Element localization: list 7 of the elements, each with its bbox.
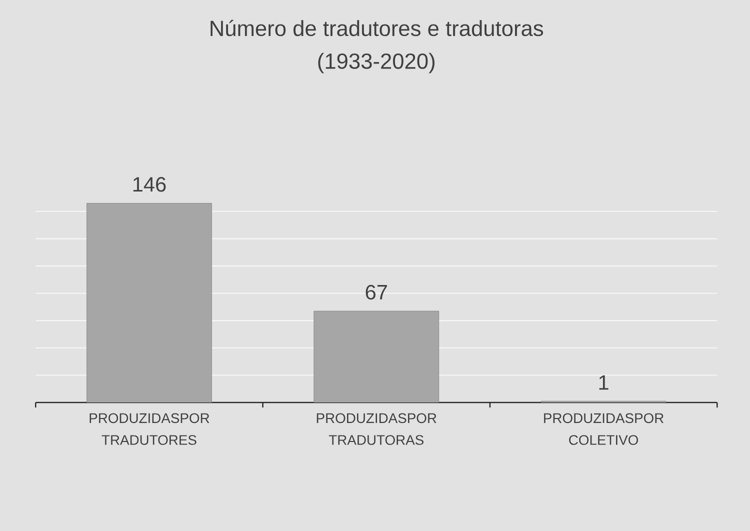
data-label: 146 bbox=[133, 176, 166, 192]
x-tick-label: PRODUZIDASPOR COLETIVO bbox=[544, 413, 664, 445]
data-label: 1 bbox=[599, 375, 608, 390]
x-tick-label: PRODUZIDASPOR TRADUTORES bbox=[90, 413, 210, 445]
x-tick-label: PRODUZIDASPOR TRADUTORAS bbox=[316, 413, 436, 445]
chart-title: Número de tradutores e tradutoras (1933-2020) bbox=[210, 20, 544, 74]
data-label: 67 bbox=[366, 284, 387, 300]
